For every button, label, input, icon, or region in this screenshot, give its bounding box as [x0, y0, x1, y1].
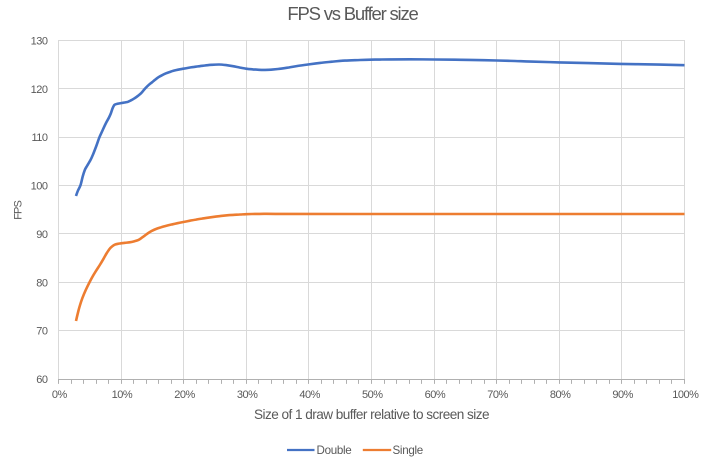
- svg-text:50%: 50%: [362, 389, 383, 401]
- svg-text:Single: Single: [393, 444, 423, 457]
- svg-text:90%: 90%: [612, 389, 633, 401]
- svg-text:20%: 20%: [174, 389, 195, 401]
- svg-text:60%: 60%: [425, 389, 446, 401]
- svg-text:40%: 40%: [299, 389, 320, 401]
- svg-text:60: 60: [36, 374, 48, 386]
- svg-text:70: 70: [36, 326, 48, 338]
- svg-text:80%: 80%: [550, 389, 571, 401]
- svg-text:90: 90: [36, 229, 48, 241]
- svg-text:Size of 1 draw buffer relative: Size of 1 draw buffer relative to screen…: [254, 407, 489, 422]
- svg-text:Double: Double: [317, 444, 352, 457]
- svg-text:110: 110: [31, 132, 47, 144]
- svg-text:10%: 10%: [112, 389, 133, 401]
- svg-text:100%: 100%: [672, 389, 699, 401]
- svg-text:0%: 0%: [52, 389, 68, 401]
- svg-text:30%: 30%: [237, 389, 258, 401]
- svg-text:100: 100: [31, 181, 48, 193]
- svg-text:80: 80: [36, 277, 48, 289]
- svg-text:FPS vs Buffer size: FPS vs Buffer size: [287, 3, 418, 24]
- svg-text:FPS: FPS: [13, 200, 25, 219]
- svg-text:120: 120: [31, 84, 48, 96]
- svg-text:70%: 70%: [487, 389, 508, 401]
- svg-text:130: 130: [31, 36, 48, 48]
